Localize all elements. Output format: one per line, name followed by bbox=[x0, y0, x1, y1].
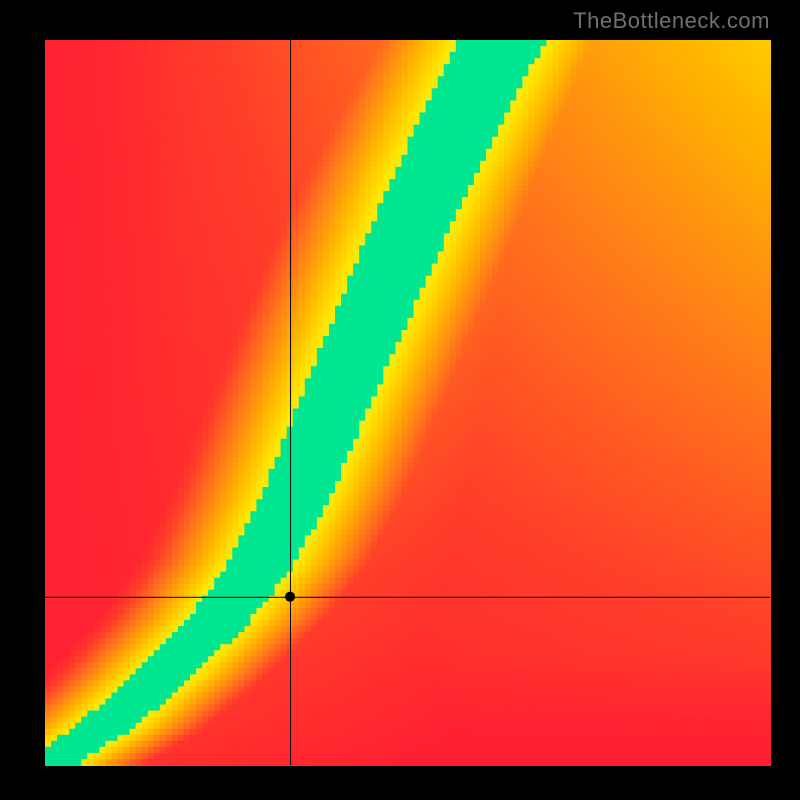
heatmap-canvas bbox=[0, 0, 800, 800]
watermark-text: TheBottleneck.com bbox=[573, 8, 770, 34]
